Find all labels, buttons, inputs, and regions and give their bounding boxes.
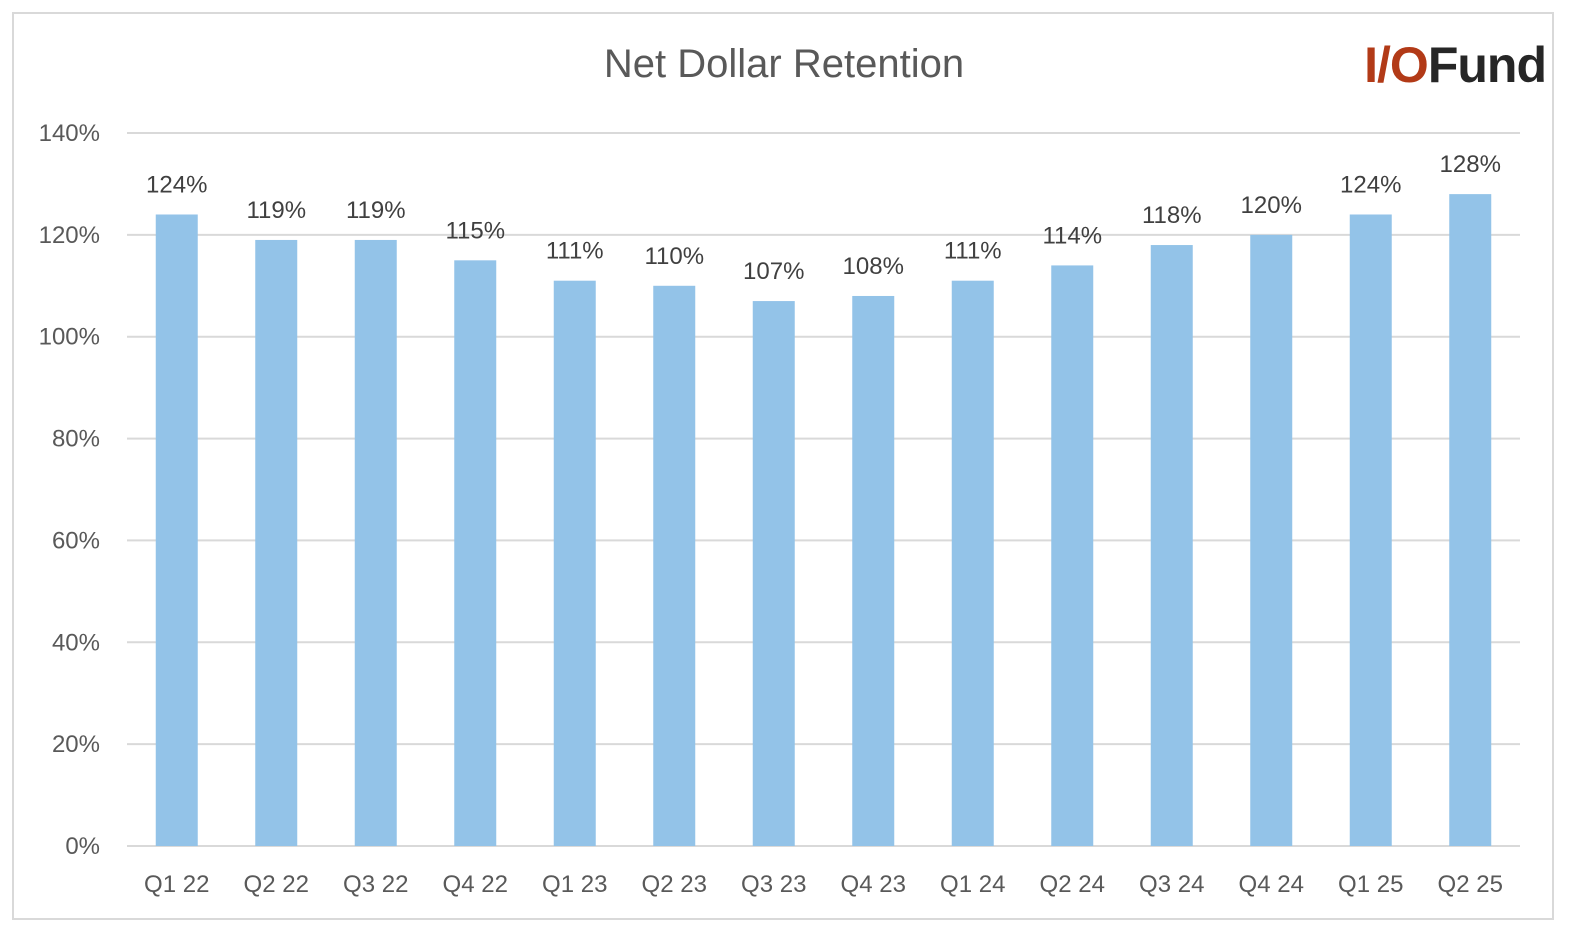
x-tick-label: Q2 23 xyxy=(642,871,707,898)
x-tick-label: Q3 22 xyxy=(343,871,408,898)
y-tick-label: 80% xyxy=(52,426,100,453)
x-tick-label: Q2 24 xyxy=(1040,871,1105,898)
x-tick-label: Q1 22 xyxy=(144,871,209,898)
data-label: 124% xyxy=(146,171,207,198)
data-label: 120% xyxy=(1241,192,1302,219)
x-tick-label: Q2 22 xyxy=(244,871,309,898)
x-tick-label: Q4 22 xyxy=(443,871,508,898)
logo-accent-text: I/O xyxy=(1364,37,1429,93)
bar xyxy=(1349,214,1392,846)
bar xyxy=(354,239,397,846)
y-tick-label: 40% xyxy=(52,629,100,656)
data-label: 119% xyxy=(346,197,406,224)
x-tick-label: Q1 23 xyxy=(542,871,607,898)
bar xyxy=(1449,194,1492,847)
bar xyxy=(653,285,696,846)
data-label: 111% xyxy=(546,238,604,265)
bar xyxy=(1250,234,1293,846)
x-tick-label: Q1 25 xyxy=(1338,871,1403,898)
bar xyxy=(454,260,497,847)
bar xyxy=(951,280,994,846)
y-tick-label: 20% xyxy=(52,731,100,758)
y-tick-label: 60% xyxy=(52,527,100,554)
x-tick-label: Q2 25 xyxy=(1438,871,1503,898)
data-label: 108% xyxy=(843,253,904,280)
data-label: 107% xyxy=(743,258,804,285)
bar xyxy=(553,280,596,846)
chart-title: Net Dollar Retention xyxy=(603,42,965,86)
x-tick-label: Q4 23 xyxy=(841,871,906,898)
x-tick-label: Q1 24 xyxy=(940,871,1005,898)
logo-main-text: Fund xyxy=(1427,37,1547,93)
x-tick-label: Q3 24 xyxy=(1139,871,1204,898)
y-tick-label: 100% xyxy=(39,324,100,351)
data-label: 118% xyxy=(1142,202,1202,229)
io-fund-logo: I/OFund xyxy=(1364,37,1547,93)
data-label: 110% xyxy=(644,243,704,270)
data-label: 119% xyxy=(246,197,306,224)
y-tick-label: 140% xyxy=(39,120,100,147)
bar xyxy=(752,301,795,846)
bar xyxy=(1150,245,1193,847)
data-label: 115% xyxy=(445,217,505,244)
data-label: 128% xyxy=(1440,151,1501,178)
bar xyxy=(155,214,198,846)
x-tick-label: Q4 24 xyxy=(1239,871,1304,898)
data-label: 124% xyxy=(1340,171,1401,198)
data-label: 111% xyxy=(944,238,1002,265)
bar xyxy=(852,295,895,846)
x-tick-label: Q3 23 xyxy=(741,871,806,898)
bar xyxy=(255,239,298,846)
data-label: 114% xyxy=(1042,222,1102,249)
y-tick-label: 120% xyxy=(39,222,100,249)
bar xyxy=(1051,265,1094,846)
y-tick-label: 0% xyxy=(65,833,100,860)
